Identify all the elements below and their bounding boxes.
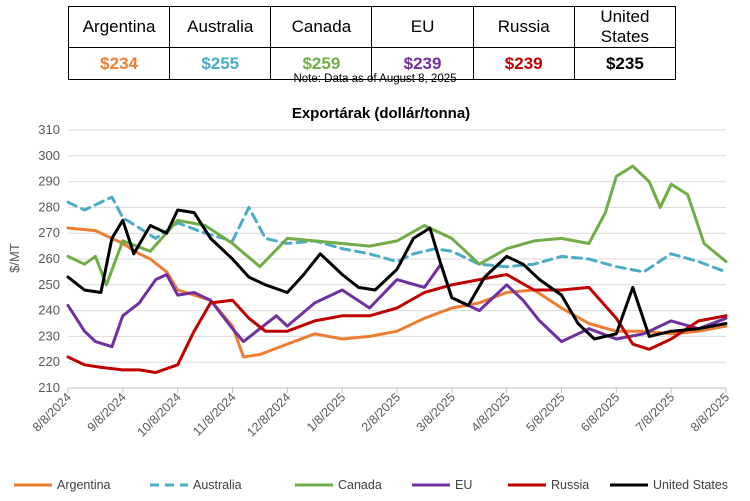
country-name: EU <box>371 6 474 48</box>
x-tick-label: 4/8/2025 <box>468 390 512 434</box>
y-tick-label: 250 <box>38 277 60 292</box>
price-table-header-row: Argentina Australia Canada EU Russia Uni… <box>67 6 677 48</box>
country-name: Australia <box>169 6 272 48</box>
data-note: Note: Data as of August 8, 2025 <box>293 73 457 85</box>
country-price: $235 <box>573 47 677 80</box>
x-tick-label: 8/8/2025 <box>688 390 732 434</box>
x-tick-label: 7/8/2025 <box>633 390 677 434</box>
country-price: $239 <box>472 47 575 80</box>
series-line <box>66 273 728 374</box>
y-tick-label: 280 <box>38 199 60 214</box>
series-line <box>66 208 728 341</box>
legend: Argentina Australia Canada EU Russia United S… <box>14 478 728 492</box>
y-tick-label: 260 <box>38 251 60 266</box>
x-tick-label: 3/8/2025 <box>414 390 458 434</box>
gridlines <box>68 129 726 389</box>
country-price: $239 <box>371 47 474 80</box>
price-table: Argentina Australia Canada EU Russia Uni… <box>67 6 677 80</box>
x-tick-label: 10/8/2024 <box>135 390 184 439</box>
y-tick-label: 300 <box>38 148 60 163</box>
series-line <box>66 262 728 349</box>
country-price: $259 <box>270 47 373 80</box>
x-tick-label: 6/8/2025 <box>578 390 622 434</box>
y-tick-label: 270 <box>38 225 60 240</box>
series-line <box>66 195 728 274</box>
legend-label: Canada <box>338 478 382 492</box>
y-tick-label: 290 <box>38 174 60 189</box>
country-name: Argentina <box>67 6 171 48</box>
legend-label: Argentina <box>57 478 111 492</box>
x-tick-label: 11/8/2024 <box>190 390 239 439</box>
y-tick-label: 230 <box>38 328 60 343</box>
y-axis-ticks: 210 220 230 240 250 260 270 280 290 300 310 <box>38 122 60 395</box>
legend-label: EU <box>455 478 472 492</box>
series-line <box>66 164 728 287</box>
x-tick-label: 1/8/2025 <box>304 390 348 434</box>
price-table-value-row: $234 $255 $259 $239 $239 $235 <box>67 47 677 80</box>
chart-title: Exportárak (dollár/tonna) <box>292 105 470 122</box>
x-axis-ticks: 8/8/2024 9/8/2024 10/8/2024 11/8/2024 12/8/2… <box>30 387 732 439</box>
x-tick-label: 8/8/2024 <box>30 390 74 434</box>
country-price: $255 <box>169 47 272 80</box>
country-price: $234 <box>67 47 171 80</box>
y-tick-label: 210 <box>38 380 60 395</box>
series-line <box>66 226 728 359</box>
country-name: United States <box>573 6 677 48</box>
y-tick-label: 310 <box>38 122 60 137</box>
y-axis-label: $/MT <box>7 243 22 273</box>
legend-label: Russia <box>551 478 589 492</box>
y-tick-label: 240 <box>38 303 60 318</box>
legend-label: United States <box>653 478 728 492</box>
x-tick-label: 5/8/2025 <box>523 390 567 434</box>
series-lines <box>66 164 728 374</box>
y-tick-label: 220 <box>38 354 60 369</box>
x-tick-label: 12/8/2024 <box>244 390 293 439</box>
legend-label: Australia <box>193 478 242 492</box>
x-tick-label: 2/8/2025 <box>359 390 403 434</box>
x-tick-label: 9/8/2024 <box>85 390 129 434</box>
